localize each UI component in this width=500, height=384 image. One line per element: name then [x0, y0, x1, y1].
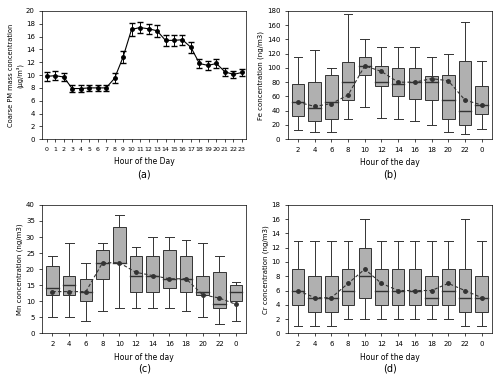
Bar: [408, 68, 421, 99]
Bar: [458, 61, 471, 125]
Y-axis label: Coarse PM mass concentration
(μg/m³): Coarse PM mass concentration (μg/m³): [8, 23, 23, 127]
Bar: [375, 269, 388, 305]
Bar: [442, 75, 454, 119]
Bar: [342, 62, 354, 100]
Bar: [358, 248, 371, 298]
Bar: [80, 279, 92, 301]
X-axis label: Hour of the day: Hour of the day: [114, 353, 174, 362]
Y-axis label: Cr concentration (ng/m3): Cr concentration (ng/m3): [262, 225, 268, 313]
Text: (a): (a): [138, 170, 151, 180]
Text: (b): (b): [383, 170, 397, 180]
Bar: [325, 75, 338, 119]
Bar: [292, 269, 304, 305]
Bar: [458, 269, 471, 312]
Bar: [342, 269, 354, 305]
Bar: [476, 276, 488, 312]
Bar: [196, 276, 209, 295]
Bar: [230, 285, 242, 301]
Bar: [426, 76, 438, 100]
Bar: [308, 276, 321, 312]
Bar: [408, 269, 421, 305]
Bar: [163, 250, 175, 288]
Bar: [292, 84, 304, 116]
Bar: [130, 256, 142, 291]
Bar: [325, 276, 338, 312]
Bar: [308, 82, 321, 121]
Text: (d): (d): [383, 364, 396, 374]
X-axis label: Hour of the day: Hour of the day: [360, 353, 420, 362]
Bar: [375, 66, 388, 86]
Bar: [426, 276, 438, 305]
Bar: [180, 256, 192, 291]
Bar: [442, 269, 454, 305]
Bar: [392, 68, 404, 96]
X-axis label: Hour of the day: Hour of the day: [360, 159, 420, 167]
Y-axis label: Mn concentration (ng/m3): Mn concentration (ng/m3): [16, 223, 23, 315]
Bar: [146, 256, 159, 291]
Bar: [46, 266, 58, 295]
Text: (c): (c): [138, 364, 151, 374]
Bar: [476, 86, 488, 114]
Bar: [63, 276, 76, 295]
Bar: [358, 57, 371, 75]
Bar: [96, 250, 109, 279]
Bar: [392, 269, 404, 305]
Bar: [113, 227, 126, 263]
Y-axis label: Fe concentration (ng/m3): Fe concentration (ng/m3): [258, 31, 264, 119]
X-axis label: Hour of the Day: Hour of the Day: [114, 157, 174, 166]
Bar: [213, 272, 226, 308]
